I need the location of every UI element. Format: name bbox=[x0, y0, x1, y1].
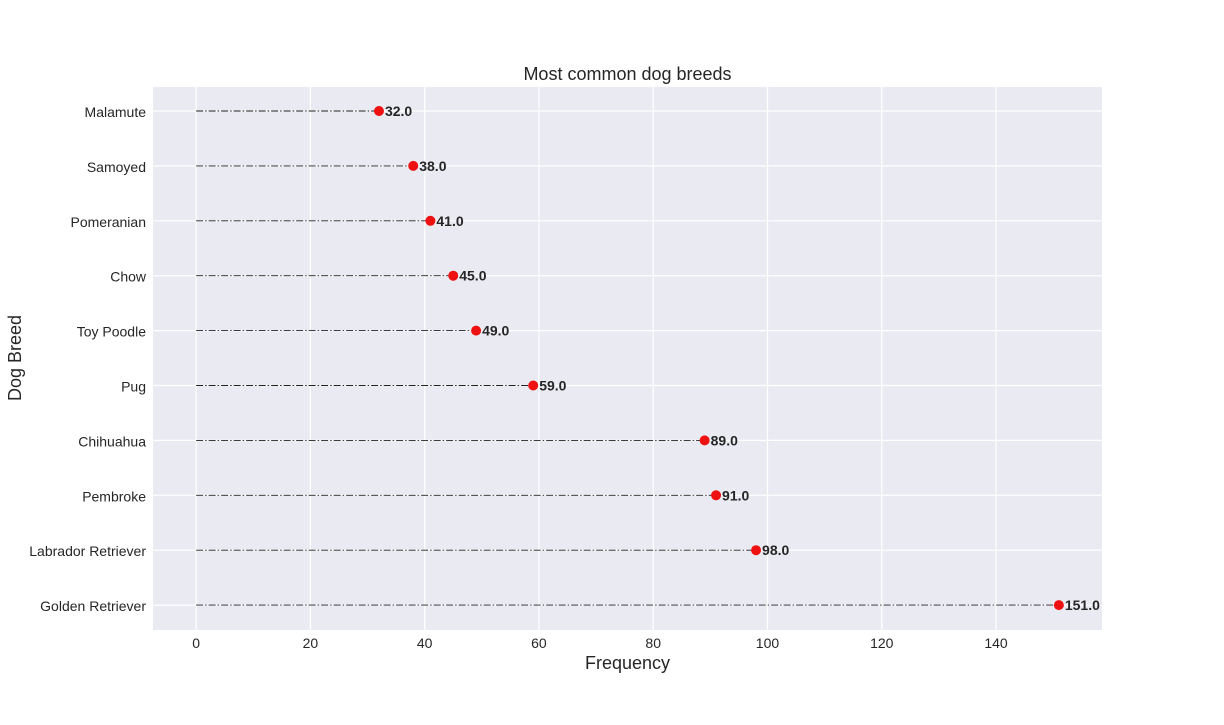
x-tick-label: 140 bbox=[984, 635, 1008, 651]
data-value-label: 59.0 bbox=[539, 378, 566, 394]
markers bbox=[373, 106, 1064, 611]
lollipop-marker bbox=[751, 545, 762, 556]
lollipop-marker bbox=[408, 160, 419, 171]
lollipop-marker bbox=[711, 490, 722, 501]
x-axis-label: Frequency bbox=[585, 653, 670, 673]
y-tick-label: Pembroke bbox=[82, 488, 146, 504]
x-tick-labels: 0 20 40 60 80 100 120 140 bbox=[192, 635, 1008, 651]
y-tick-label: Pug bbox=[121, 379, 146, 395]
y-tick-label: Pomeranian bbox=[71, 214, 147, 230]
y-tick-label: Samoyed bbox=[87, 159, 146, 175]
x-tick-label: 0 bbox=[192, 635, 200, 651]
value-labels: 32.0 38.0 41.0 45.0 49.0 59.0 89.0 91.0 98.0 151.… bbox=[385, 103, 1100, 613]
y-axis-label: Dog Breed bbox=[5, 315, 25, 401]
y-tick-label: Golden Retriever bbox=[40, 598, 146, 614]
y-tick-label: Toy Poodle bbox=[77, 324, 146, 340]
lollipop-marker bbox=[471, 325, 482, 336]
x-tick-label: 120 bbox=[870, 635, 894, 651]
x-tick-label: 100 bbox=[756, 635, 780, 651]
lollipop-marker bbox=[373, 106, 384, 116]
x-tick-label: 40 bbox=[417, 635, 433, 651]
y-tick-label: Chihuahua bbox=[78, 433, 146, 449]
y-tick-label: Labrador Retriever bbox=[29, 543, 146, 559]
data-value-label: 45.0 bbox=[459, 268, 486, 284]
plot-area bbox=[153, 87, 1102, 630]
x-tick-label: 80 bbox=[645, 635, 661, 651]
lollipop-marker bbox=[699, 435, 710, 446]
lollipop-marker bbox=[1053, 600, 1064, 611]
data-value-label: 32.0 bbox=[385, 103, 412, 119]
data-value-label: 98.0 bbox=[762, 542, 789, 558]
data-value-label: 38.0 bbox=[419, 158, 446, 174]
data-value-label: 89.0 bbox=[711, 432, 738, 448]
lollipop-marker bbox=[425, 215, 436, 226]
lollipop-marker bbox=[528, 380, 539, 391]
x-tick-label: 20 bbox=[303, 635, 319, 651]
data-value-label: 41.0 bbox=[436, 213, 463, 229]
y-tick-label: Chow bbox=[110, 269, 147, 285]
data-value-label: 91.0 bbox=[722, 487, 749, 503]
lollipop-marker bbox=[448, 270, 459, 281]
chart-title: Most common dog breeds bbox=[523, 64, 731, 84]
y-tick-label: Malamute bbox=[85, 104, 147, 120]
x-tick-label: 60 bbox=[531, 635, 547, 651]
y-tick-labels: Malamute Samoyed Pomeranian Chow Toy Poodle P… bbox=[29, 104, 147, 614]
data-value-label: 49.0 bbox=[482, 323, 509, 339]
stems bbox=[196, 110, 1059, 606]
data-value-label: 151.0 bbox=[1065, 597, 1100, 613]
